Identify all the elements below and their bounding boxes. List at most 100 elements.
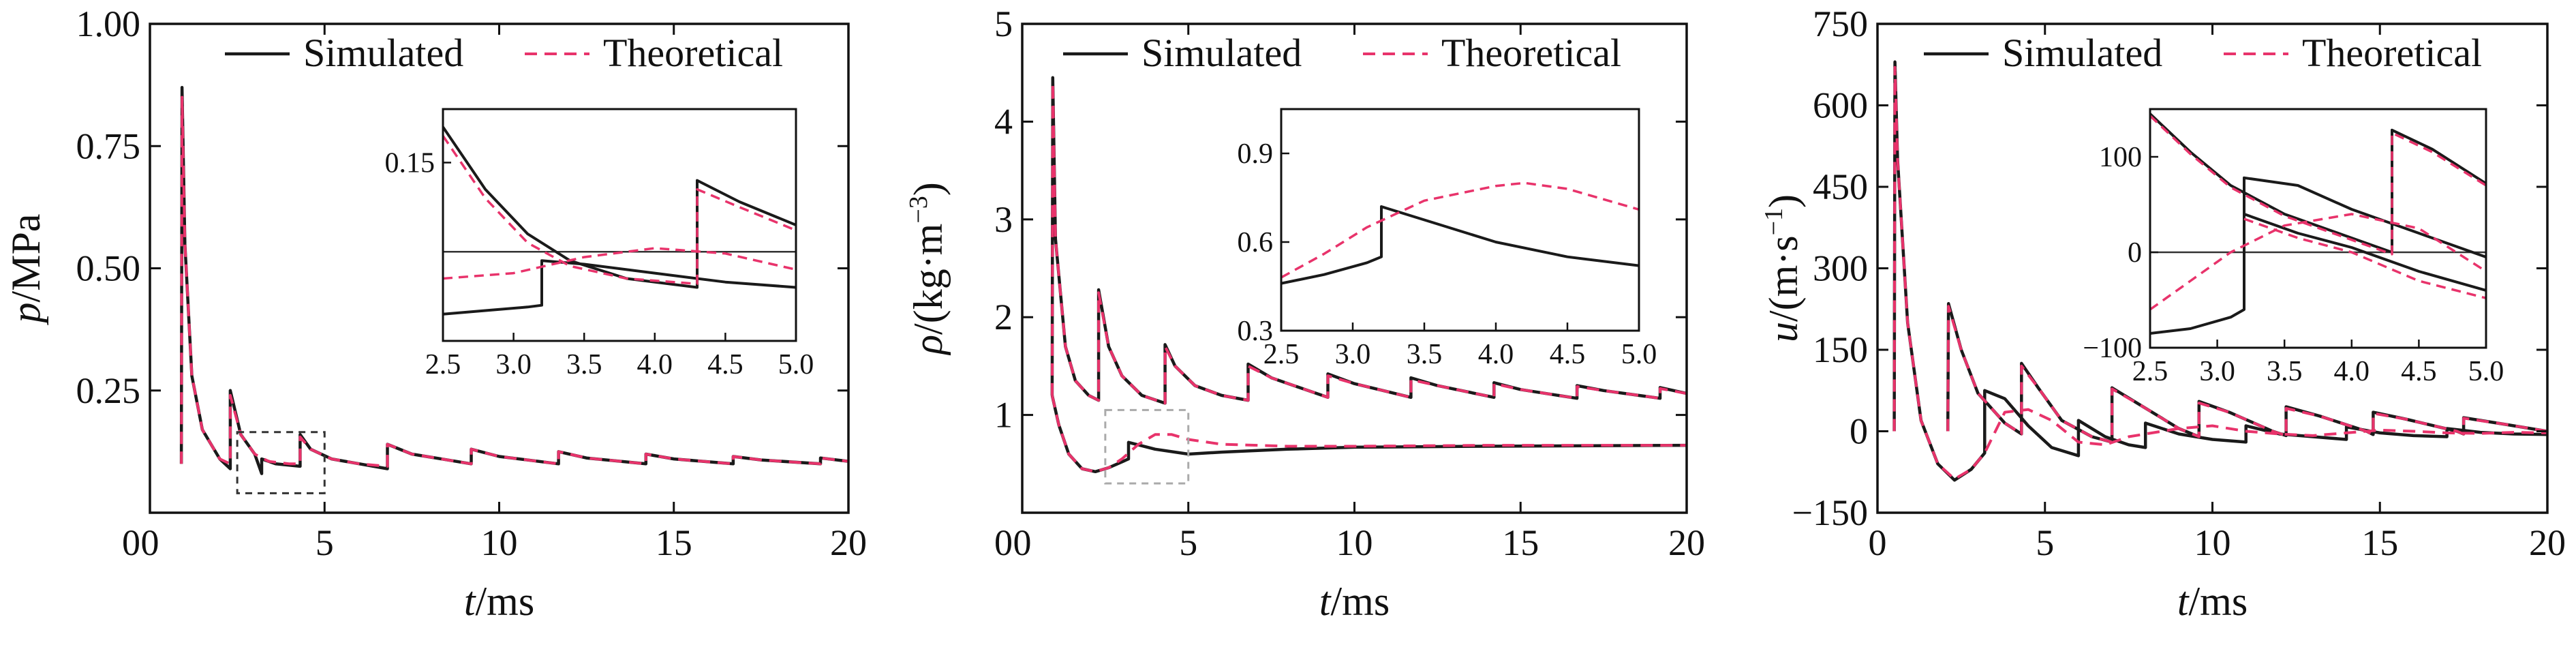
inset-y-tick-label: 0.9 xyxy=(1238,138,1274,170)
y-axis-label-unit: /MPa xyxy=(3,213,48,302)
chart-panel-2: 0 5 10 15 20 1 2 3 4 5 0 t/ms ρ/(kg·m−3) Simulated The… xyxy=(904,3,1705,624)
series-group xyxy=(1892,60,2547,482)
x-tick-label: 20 xyxy=(1668,522,1705,563)
inset-chart: 2.5 3.0 3.5 4.0 4.5 5.0 0.15 xyxy=(385,108,814,380)
y-axis-label-unit: /(kg·m xyxy=(906,224,951,335)
inset-x-tick-label: 4.0 xyxy=(637,349,673,380)
inset-x-tick-label: 3.0 xyxy=(2199,356,2235,387)
inset-series-line-theoretical-3 xyxy=(443,135,796,286)
y-tick-label: 0 xyxy=(1850,411,1868,452)
inset-background xyxy=(443,109,796,341)
legend-label-theoretical: Theoretical xyxy=(2302,31,2482,75)
legend: Simulated Theoretical xyxy=(1924,31,2482,75)
x-tick-label: 10 xyxy=(1336,522,1373,563)
inset-y-tick-label: −100 xyxy=(2083,333,2142,364)
x-axis-label-var: t xyxy=(464,579,476,624)
x-tick-label: 15 xyxy=(656,522,692,563)
y-tick-label: 1 xyxy=(994,395,1013,436)
y-tick-label: 150 xyxy=(1813,329,1868,370)
inset-chart: 2.5 3.0 3.5 4.0 4.5 5.0 −100 0 100 xyxy=(2083,108,2504,387)
inset-y-tick-label: 0.3 xyxy=(1238,316,1274,347)
inset-series-group xyxy=(2150,112,2486,335)
inset-series-line-theoretical-2 xyxy=(1281,181,1639,279)
y-tick-label: 600 xyxy=(1813,85,1868,126)
legend-label-simulated: Simulated xyxy=(303,31,463,75)
inset-x-tick-label: 2.5 xyxy=(425,349,461,380)
series-line-theoretical-4 xyxy=(1050,395,1687,473)
chart-panel-3: 0 5 10 15 20−1500150300450600750t/msu/(m·s−1… xyxy=(1760,3,2566,624)
inset-x-tick-label: 4.5 xyxy=(707,349,743,380)
inset-x-tick-label: 2.5 xyxy=(1263,339,1300,370)
x-axis-label: t/ms xyxy=(2177,579,2248,624)
inset-x-tick-label: 5.0 xyxy=(1621,339,1657,370)
y-tick-label: 3 xyxy=(994,199,1013,240)
legend-label-theoretical: Theoretical xyxy=(603,31,783,75)
y-axis-label-sup: −1 xyxy=(1760,208,1788,235)
y-tick-label: 1.00 xyxy=(76,3,141,44)
x-tick-label: 5 xyxy=(1179,522,1197,563)
inset-x-tick-label: 5.0 xyxy=(2468,356,2504,387)
x-tick-label: 20 xyxy=(2529,522,2566,563)
legend: Simulated Theoretical xyxy=(225,31,783,75)
legend-label-theoretical: Theoretical xyxy=(1441,31,1621,75)
x-axis-label: t/ms xyxy=(464,579,534,624)
x-axis-label-var: t xyxy=(1319,579,1332,624)
y-axis-label-close: ) xyxy=(1761,194,1806,208)
legend-label-simulated: Simulated xyxy=(2002,31,2162,75)
inset-series-group xyxy=(443,126,796,316)
y-axis-label-var: p xyxy=(3,303,48,326)
inset-y-tick-label: 0.15 xyxy=(385,147,435,179)
inset-series-line-simulated-1 xyxy=(2150,176,2486,335)
inset-series-line-theoretical-6 xyxy=(2243,217,2486,299)
y-axis-label-var: ρ xyxy=(906,335,951,356)
inset-series-line-simulated-1 xyxy=(443,259,796,316)
x-tick-label: 0 xyxy=(141,522,159,563)
y-tick-label-zero: 0 xyxy=(122,522,140,563)
legend-label-simulated: Simulated xyxy=(1141,31,1302,75)
inset-y-tick-label: 0 xyxy=(2128,237,2142,269)
inset-x-tick-label: 4.0 xyxy=(2334,356,2370,387)
inset-background xyxy=(1281,109,1639,331)
y-axis-label: ρ/(kg·m−3) xyxy=(904,182,951,356)
y-axis-label: p/MPa xyxy=(3,213,48,325)
inset-series-line-simulated-1 xyxy=(1281,205,1639,285)
legend: Simulated Theoretical xyxy=(1063,31,1621,75)
inset-x-tick-label: 4.5 xyxy=(2401,356,2437,387)
inset-series-line-theoretical-4 xyxy=(443,247,796,280)
series-line-simulated-2 xyxy=(1050,395,1687,474)
y-tick-label: 0.50 xyxy=(76,248,141,289)
y-tick-label: 5 xyxy=(994,3,1013,44)
x-tick-label: 20 xyxy=(830,522,867,563)
y-tick-label: 2 xyxy=(994,297,1013,338)
chart-panel-1: 0 5 10 15 20 0.25 0.50 0.75 1.00 0 t/ms p/MPa Simula… xyxy=(3,3,867,624)
inset-y-tick-label: 0.6 xyxy=(1238,227,1274,258)
x-tick-label: 15 xyxy=(1502,522,1539,563)
series-line-theoretical-4 xyxy=(1946,305,2547,444)
inset-x-tick-label: 3.0 xyxy=(495,349,532,380)
y-tick-label: 450 xyxy=(1813,166,1868,207)
x-tick-label: 0 xyxy=(1013,522,1032,563)
inset-frame xyxy=(1280,108,1640,332)
inset-series-line-simulated-2 xyxy=(2150,112,2486,254)
y-tick-label: 750 xyxy=(1813,3,1868,44)
y-tick-label: 4 xyxy=(994,101,1013,142)
series-group xyxy=(179,85,848,475)
series-line-theoretical-3 xyxy=(1050,81,1687,405)
inset-frame xyxy=(442,108,797,342)
x-axis-label: t/ms xyxy=(1319,579,1390,624)
x-tick-label: 0 xyxy=(1869,522,1887,563)
y-axis-label-sup: −3 xyxy=(904,196,933,223)
x-tick-label: 10 xyxy=(2194,522,2231,563)
x-tick-label: 10 xyxy=(481,522,518,563)
y-axis-label: u/(m·s−1) xyxy=(1760,194,1806,342)
inset-x-tick-label: 2.5 xyxy=(2132,356,2168,387)
y-tick-label: 300 xyxy=(1813,248,1868,289)
inset-x-tick-label: 4.5 xyxy=(1550,339,1586,370)
x-axis-label-unit: /ms xyxy=(1330,579,1390,624)
inset-series-line-theoretical-5 xyxy=(2150,213,2486,311)
y-axis-label-close: ) xyxy=(906,182,951,196)
x-tick-label: 15 xyxy=(2361,522,2398,563)
y-tick-label-zero: 0 xyxy=(994,522,1013,563)
inset-series-line-simulated-3 xyxy=(2243,213,2486,292)
